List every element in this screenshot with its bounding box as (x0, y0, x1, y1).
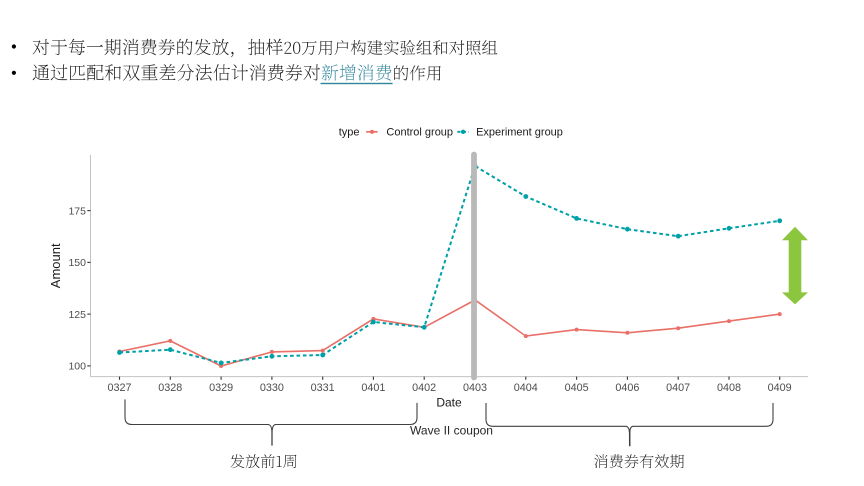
svg-text:0328: 0328 (158, 382, 182, 394)
svg-text:150: 150 (68, 257, 86, 269)
svg-text:0404: 0404 (514, 382, 538, 394)
svg-text:Experiment group: Experiment group (476, 127, 563, 139)
svg-text:0401: 0401 (361, 382, 385, 394)
svg-text:0327: 0327 (107, 382, 131, 394)
svg-text:0409: 0409 (768, 382, 792, 394)
svg-text:125: 125 (68, 309, 86, 321)
svg-text:0330: 0330 (260, 382, 284, 394)
svg-text:0329: 0329 (209, 382, 233, 394)
svg-text:0408: 0408 (717, 382, 741, 394)
svg-text:Wave II coupon: Wave II coupon (410, 424, 493, 438)
svg-text:Amount: Amount (48, 243, 63, 288)
svg-text:175: 175 (68, 205, 86, 217)
svg-text:Control group: Control group (386, 127, 453, 139)
svg-text:0331: 0331 (311, 382, 335, 394)
svg-text:0406: 0406 (615, 382, 639, 394)
svg-text:Date: Date (436, 396, 462, 410)
svg-text:0403: 0403 (463, 382, 487, 394)
svg-text:0402: 0402 (412, 382, 436, 394)
svg-text:100: 100 (68, 361, 86, 373)
svg-text:0405: 0405 (565, 382, 589, 394)
svg-text:type: type (339, 127, 360, 139)
svg-text:0407: 0407 (666, 382, 690, 394)
